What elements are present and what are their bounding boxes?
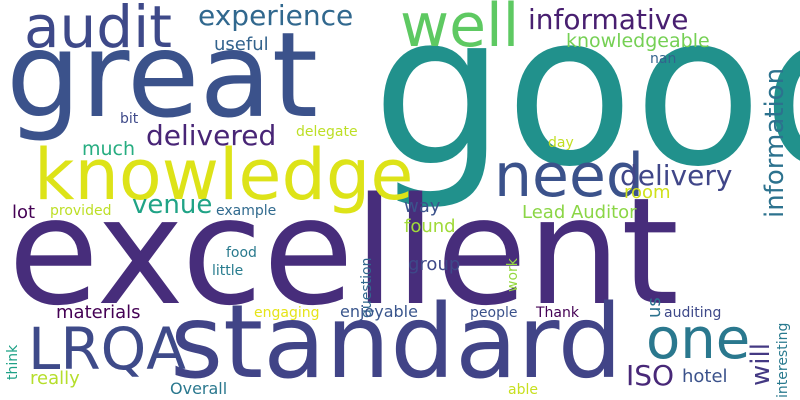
word-auditing: auditing xyxy=(664,305,722,321)
word-thank: Thank xyxy=(536,305,579,321)
word-room: room xyxy=(624,182,671,203)
word-able: able xyxy=(508,382,538,398)
word-information: information xyxy=(760,67,790,218)
word-day: day xyxy=(548,135,574,151)
word-group: group xyxy=(408,254,461,275)
word-iso: ISO xyxy=(626,359,675,392)
word-well: well xyxy=(400,0,520,61)
word-example: example xyxy=(216,203,277,219)
word-delegate: delegate xyxy=(296,124,358,140)
word-think: think xyxy=(5,344,21,380)
word-great: great xyxy=(6,6,318,144)
word-much: much xyxy=(82,138,136,160)
word-materials: materials xyxy=(56,302,141,323)
word-little: little xyxy=(212,263,244,279)
word-good: good xyxy=(372,0,800,213)
word-informative: informative xyxy=(528,3,689,36)
word-way: way xyxy=(404,196,441,217)
word-lrqa: LRQA xyxy=(28,315,186,383)
word-really: really xyxy=(30,368,80,389)
word-standard: standard xyxy=(170,283,623,400)
word-knowledge: knowledge xyxy=(34,134,414,216)
word-people: people xyxy=(470,305,518,321)
word-lead-auditor: Lead Auditor xyxy=(522,202,637,223)
word-delivery: delivery xyxy=(620,159,733,192)
word-useful: useful xyxy=(214,34,269,55)
word-hotel: hotel xyxy=(682,366,728,387)
word-audit: audit xyxy=(24,0,172,61)
word-venue: venue xyxy=(132,190,213,220)
word-will: will xyxy=(746,343,776,386)
word-engaging: engaging xyxy=(254,305,320,321)
word-us: us xyxy=(644,297,665,318)
word-one: one xyxy=(646,307,751,372)
word-excellent: excellent xyxy=(8,166,679,338)
word-provided: provided xyxy=(50,203,112,219)
word-overall: Overall xyxy=(170,379,228,398)
word-work: work xyxy=(505,258,521,292)
word-bit: bit xyxy=(120,111,139,127)
word-need: need xyxy=(494,141,644,211)
word-lot: lot xyxy=(12,202,36,223)
word-nan: nan xyxy=(650,51,677,67)
word-delivered: delivered xyxy=(146,119,277,152)
word-food: food xyxy=(226,245,257,261)
word-found: found xyxy=(404,216,456,237)
word-interesting: interesting xyxy=(775,322,791,398)
word-knowledgeable: knowledgeable xyxy=(566,30,710,52)
word-experience: experience xyxy=(198,0,354,32)
word-enjoyable: enjoyable xyxy=(340,302,418,321)
